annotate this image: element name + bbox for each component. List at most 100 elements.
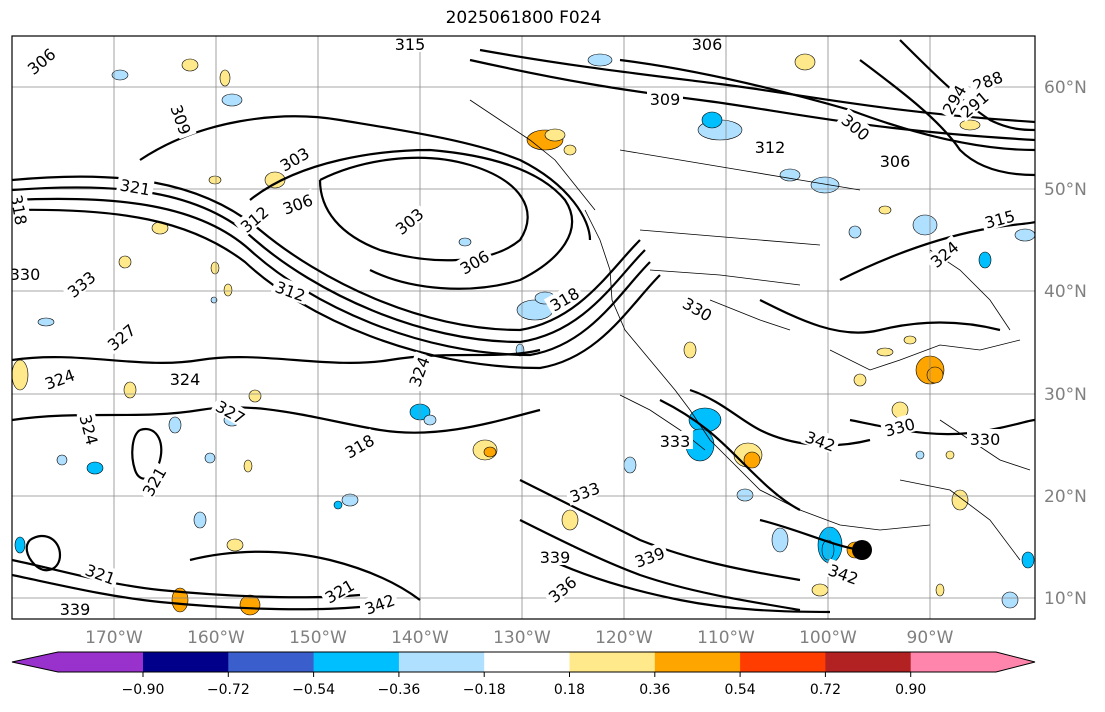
colorbar-tick-label: −0.90	[122, 682, 165, 698]
svg-text:333: 333	[660, 432, 691, 451]
colorbar-extend-min	[12, 652, 59, 672]
lon-tick-label: 140°W	[391, 628, 449, 648]
colorbar-tick-label: 0.36	[639, 682, 670, 698]
anomaly-patch	[483, 446, 497, 458]
anomaly-patch	[210, 296, 218, 304]
colorbar-segment	[825, 652, 912, 672]
colorbar-segment	[654, 652, 741, 672]
anomaly-patch	[701, 111, 723, 129]
anomaly-patch	[1001, 591, 1019, 609]
anomaly-patch	[743, 451, 761, 469]
contour-label: 339	[57, 599, 93, 619]
anomaly-patch	[423, 414, 437, 426]
colorbar-tick-label: −0.72	[207, 682, 250, 698]
anomaly-patch	[243, 459, 253, 473]
anomaly-patch	[926, 366, 944, 384]
anomaly-patch	[171, 587, 189, 613]
colorbar-segment	[569, 652, 656, 672]
colorbar-segment	[740, 652, 826, 672]
anomaly-patch	[210, 261, 220, 275]
contour-label: 330	[967, 429, 1003, 449]
lon-tick-label: 150°W	[289, 628, 347, 648]
anomaly-patch	[204, 452, 216, 464]
anomaly-patch	[903, 335, 917, 345]
svg-text:324: 324	[170, 370, 201, 389]
colorbar: −0.90 −0.72 −0.54 −0.36 −0.18 0.18 0.36 0.54 0.7…	[11, 651, 1036, 698]
anomaly-patch	[219, 69, 231, 87]
svg-text:306: 306	[880, 152, 911, 171]
anomaly-patch	[123, 381, 137, 399]
lon-tick-label: 130°W	[493, 628, 551, 648]
anomaly-patch	[563, 144, 577, 156]
anomaly-patch	[341, 493, 359, 507]
anomaly-patch	[959, 119, 981, 131]
anomaly-patch	[587, 53, 613, 67]
anomaly-patch	[14, 536, 26, 554]
anomaly-patch	[1021, 551, 1035, 569]
colorbar-segment	[398, 652, 485, 672]
anomaly-patch	[736, 488, 754, 502]
anomaly-patch	[221, 93, 243, 107]
latitude-labels: 60°N 50°N 40°N 30°N 20°N 10°N	[1044, 78, 1087, 609]
lat-tick-label: 60°N	[1044, 78, 1087, 98]
colorbar-segment	[228, 652, 315, 672]
colorbar-tick-label: −0.36	[377, 682, 420, 698]
anomaly-patch	[181, 58, 199, 72]
anomaly-patch	[193, 511, 207, 529]
svg-text:339: 339	[60, 600, 91, 619]
lat-tick-label: 20°N	[1044, 487, 1087, 507]
anomaly-patch	[56, 454, 68, 466]
anomaly-patch	[978, 251, 992, 269]
anomaly-patch	[208, 175, 222, 185]
anomaly-patch	[264, 171, 286, 189]
contour-label: 339	[629, 541, 670, 572]
anomaly-patch	[1014, 228, 1035, 242]
colorbar-tick-label: 0.18	[554, 682, 585, 698]
anomaly-patch	[771, 527, 789, 553]
svg-text:312: 312	[755, 138, 786, 157]
longitude-labels: 170°W 160°W 150°W 140°W 130°W 120°W 110°W 100°W…	[85, 628, 954, 648]
contour-label: 306	[689, 36, 725, 54]
anomaly-patch	[915, 450, 925, 460]
svg-text:330: 330	[970, 430, 1001, 449]
shaded-anomaly-patches	[12, 53, 1035, 616]
contour-label: 306	[453, 244, 495, 278]
anomaly-patch	[779, 168, 801, 182]
anomaly-patch	[168, 416, 182, 434]
map-border	[11, 35, 1036, 620]
lon-tick-label: 110°W	[697, 628, 755, 648]
map-title: 2025061800 F024	[445, 8, 602, 28]
contour-label: 309	[647, 89, 683, 109]
colorbar-extend-max	[996, 652, 1035, 672]
storm-center-dot	[852, 540, 872, 560]
anomaly-patch	[239, 594, 261, 616]
colorbar-tick-label: 0.72	[810, 682, 841, 698]
lat-tick-label: 10°N	[1044, 589, 1087, 609]
anomaly-patch	[226, 538, 244, 552]
lat-tick-label: 30°N	[1044, 385, 1087, 405]
anomaly-patch	[561, 509, 579, 531]
colorbar-segment	[143, 652, 229, 672]
colorbar-segment	[313, 652, 400, 672]
anomaly-patch	[912, 214, 938, 236]
anomaly-patch	[544, 128, 566, 142]
colorbar-segment	[484, 652, 570, 672]
anomaly-patch	[223, 283, 233, 297]
contour-label: 330	[12, 264, 43, 284]
contour-label: 324	[167, 369, 203, 389]
lon-tick-label: 120°W	[595, 628, 653, 648]
anomaly-patch	[794, 53, 816, 71]
anomaly-patch	[876, 347, 894, 357]
contour-label: 312	[752, 137, 788, 157]
anomaly-patch	[945, 450, 955, 460]
anomaly-patch	[848, 225, 862, 239]
contour-label: 306	[877, 151, 913, 171]
anomaly-patch	[811, 583, 829, 597]
colorbar-segment	[910, 652, 997, 672]
anomaly-patch	[111, 69, 129, 81]
anomaly-patch	[878, 205, 892, 215]
colorbar-tick-label: 0.54	[725, 682, 756, 698]
contour-label: 339	[537, 547, 573, 567]
lon-tick-label: 170°W	[85, 628, 143, 648]
